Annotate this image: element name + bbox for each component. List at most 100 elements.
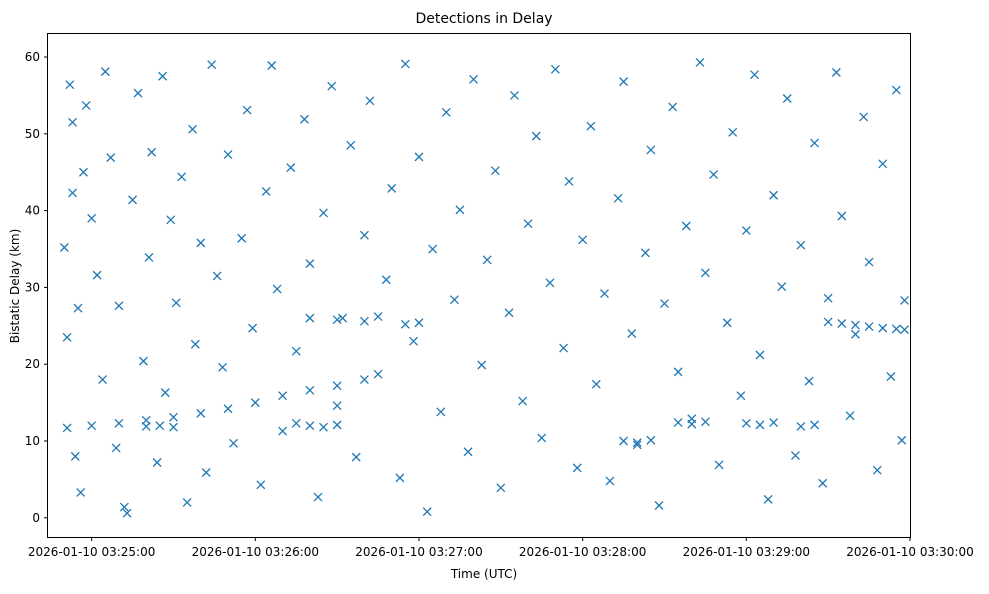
y-axis: 0 10 20 30 40 50 60 (25, 50, 48, 525)
data-point (837, 319, 847, 328)
data-point (100, 67, 110, 77)
data-point (169, 412, 178, 422)
data-point (550, 64, 560, 74)
data-point (237, 233, 247, 243)
x-tick-label: 2026-01-10 03:29:00 (683, 545, 810, 559)
data-point (640, 248, 650, 258)
data-point (286, 163, 296, 173)
data-point (229, 438, 238, 448)
y-tick-label: 10 (25, 434, 40, 448)
data-point (796, 240, 806, 250)
data-point (619, 436, 629, 446)
data-point (878, 323, 888, 333)
data-point (586, 121, 596, 131)
data-point (106, 153, 116, 163)
data-point (831, 67, 841, 77)
data-point (632, 438, 642, 448)
data-point (79, 167, 88, 177)
data-point (463, 447, 473, 457)
data-point (73, 303, 83, 313)
data-point (65, 80, 75, 90)
data-point (327, 81, 337, 91)
data-point (166, 215, 176, 225)
data-point (619, 77, 629, 87)
data-point (212, 271, 222, 281)
y-tick-label: 40 (25, 204, 40, 218)
data-point (886, 372, 896, 381)
data-point (673, 418, 683, 428)
data-point (319, 422, 328, 432)
data-point (400, 59, 410, 69)
data-point (305, 421, 315, 431)
data-point (872, 465, 882, 475)
data-point (68, 117, 78, 127)
data-point (381, 275, 391, 285)
data-point (359, 375, 369, 385)
data-point (261, 186, 271, 196)
data-point (545, 278, 555, 288)
data-point (790, 451, 800, 461)
plot-frame (47, 33, 911, 538)
data-point (900, 296, 910, 305)
x-tick-label: 2026-01-10 03:25:00 (28, 545, 155, 559)
data-point (332, 315, 342, 325)
data-point (177, 172, 187, 182)
data-point (422, 507, 432, 517)
data-point (158, 71, 168, 81)
data-point (414, 152, 424, 162)
data-point (291, 346, 301, 356)
data-point (681, 221, 691, 231)
data-point (736, 391, 746, 401)
data-point (144, 253, 154, 262)
data-point (728, 127, 738, 137)
x-tick-label: 2026-01-10 03:27:00 (355, 545, 482, 559)
data-point (564, 176, 574, 186)
data-point (782, 94, 792, 103)
data-point (313, 492, 323, 502)
data-point (673, 367, 683, 377)
data-point (897, 435, 907, 445)
data-point (196, 238, 206, 248)
data-point (70, 451, 80, 461)
data-point (169, 422, 178, 432)
data-point (256, 480, 266, 490)
data-point (632, 440, 642, 450)
data-point (92, 270, 102, 280)
data-point (591, 379, 601, 389)
data-point (864, 257, 874, 267)
data-point (436, 407, 446, 417)
data-point (810, 420, 819, 430)
data-point (578, 235, 588, 245)
data-point (777, 282, 787, 292)
chart-title: Detections in Delay (415, 11, 552, 27)
data-point (605, 476, 615, 486)
data-point (62, 423, 72, 433)
data-point (351, 452, 361, 462)
data-point (338, 313, 348, 323)
data-point (900, 325, 910, 335)
data-point (400, 319, 410, 329)
data-point (845, 411, 855, 421)
data-point (660, 299, 669, 309)
data-point (248, 323, 258, 333)
data-point (523, 219, 533, 229)
data-point (654, 501, 664, 510)
data-point (87, 421, 97, 431)
data-point (518, 396, 528, 406)
data-point (891, 85, 901, 95)
data-point (477, 360, 487, 370)
y-tick-label: 50 (25, 127, 40, 141)
data-point (141, 421, 151, 431)
data-point (750, 70, 759, 80)
data-point (600, 289, 609, 299)
data-point (627, 329, 637, 338)
data-point (823, 317, 833, 327)
data-point (823, 293, 833, 303)
data-point (218, 362, 228, 372)
x-axis-label: Time (UTC) (450, 567, 517, 581)
data-point (114, 301, 124, 311)
data-point (152, 458, 162, 467)
data-point (62, 332, 72, 342)
data-point (428, 244, 438, 254)
data-point (850, 329, 860, 339)
